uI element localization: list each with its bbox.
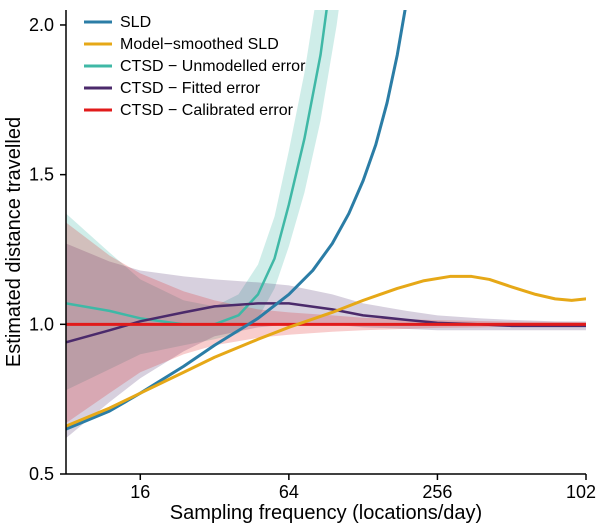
x-tick-label: 1024 — [566, 482, 596, 502]
chart-container: 16 64 256 1024 Sampling frequency (locations… — [0, 0, 596, 529]
y-tick-label: 1.0 — [29, 314, 54, 334]
legend-label: CTSD − Unmodelled error — [120, 58, 306, 75]
legend-label: SLD — [120, 14, 151, 31]
legend-label: CTSD − Calibrated error — [120, 102, 294, 119]
legend-label: CTSD − Fitted error — [120, 80, 261, 97]
y-tick-label: 2.0 — [29, 15, 54, 35]
y-tick-label: 1.5 — [29, 165, 54, 185]
y-tick-label: 0.5 — [29, 464, 54, 484]
x-axis-label: Sampling frequency (locations/day) — [170, 502, 482, 524]
x-tick-label: 16 — [130, 482, 150, 502]
chart-svg: 16 64 256 1024 Sampling frequency (locations… — [0, 0, 596, 529]
legend-label: Model−smoothed SLD — [120, 36, 279, 53]
x-tick-label: 64 — [279, 482, 299, 502]
x-tick-label: 256 — [422, 482, 452, 502]
y-axis-label: Estimated distance travelled — [3, 117, 25, 367]
